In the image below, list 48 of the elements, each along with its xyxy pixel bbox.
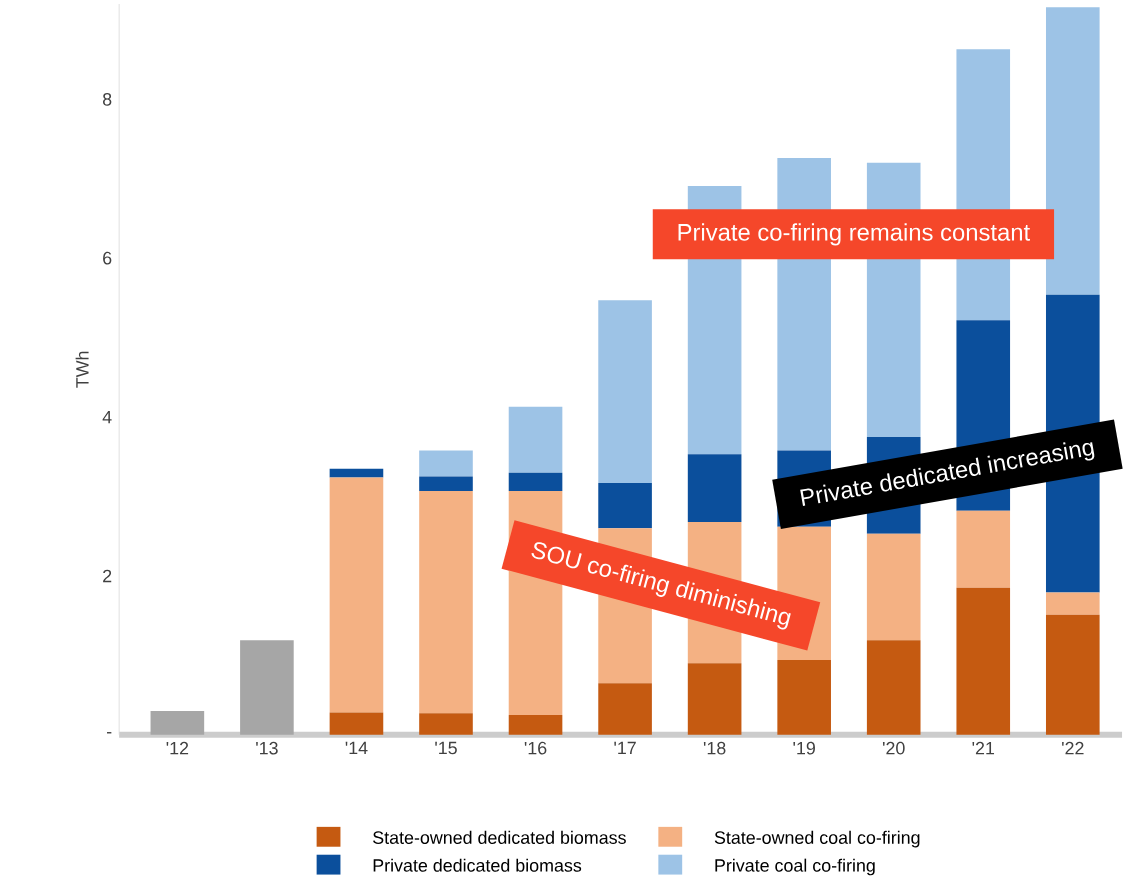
annotation: Private co-firing remains constant	[678, 223, 1030, 246]
bar	[329, 712, 384, 735]
bar	[1045, 592, 1100, 616]
bar	[598, 683, 652, 735]
y-tick-label: 2	[103, 569, 112, 583]
y-tick-label: 6	[103, 252, 112, 265]
x-tick-label: '20	[882, 741, 905, 755]
x-tick-label: '22	[1062, 741, 1084, 755]
legend-label: Private dedicated biomass	[373, 858, 582, 872]
bar	[687, 663, 742, 735]
bar	[329, 468, 384, 478]
x-tick-label: '19	[793, 741, 815, 755]
x-tick-label: '15	[435, 741, 457, 755]
y-tick-label: 4	[102, 411, 112, 424]
x-tick-label: '13	[256, 741, 278, 755]
bar	[150, 711, 205, 735]
bar	[240, 640, 294, 735]
bar	[508, 472, 563, 492]
bar	[866, 533, 921, 641]
x-tick-label: '18	[703, 741, 726, 755]
x-tick-label: '12	[166, 741, 189, 755]
legend-label: State-owned coal co-firing	[714, 830, 920, 848]
bar	[866, 640, 921, 735]
bar	[956, 588, 1011, 735]
bar	[419, 713, 473, 735]
bar	[598, 483, 652, 529]
legend-label: Private coal co-firing	[715, 858, 875, 876]
x-tick-label: '16	[524, 741, 547, 755]
y-tick-label: 8	[102, 93, 112, 106]
bar	[508, 715, 563, 735]
bar	[777, 660, 831, 735]
x-tick-label: '21	[972, 741, 995, 755]
x-tick-label: '14	[345, 741, 368, 755]
bar	[1045, 615, 1100, 735]
y-tick-label: -	[107, 732, 112, 734]
bar	[419, 491, 473, 714]
bar	[508, 406, 563, 473]
bar	[329, 477, 384, 713]
bar	[419, 476, 473, 492]
bar	[687, 454, 742, 523]
bar	[419, 450, 473, 477]
bar	[956, 510, 1011, 588]
annotation: Private dedicated increasing	[800, 442, 1095, 507]
x-tick-label: '17	[614, 741, 636, 755]
bar	[598, 300, 652, 484]
bar	[1045, 7, 1100, 295]
legend-label: State-owned dedicated biomass	[373, 830, 626, 845]
y-axis-title: TWh	[75, 351, 89, 389]
